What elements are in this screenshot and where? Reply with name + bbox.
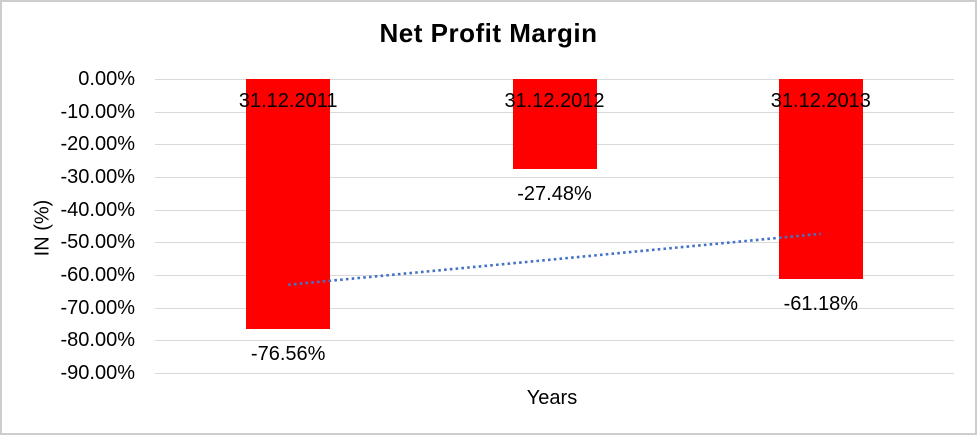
- gridline: [155, 340, 954, 342]
- value-label: -61.18%: [783, 292, 859, 315]
- y-tick-label: -10.00%: [60, 100, 136, 123]
- y-tick-label: -90.00%: [60, 361, 136, 384]
- y-tick-label: -40.00%: [60, 198, 136, 221]
- category-label: 31.12.2012: [504, 90, 605, 112]
- y-tick-label: 0.00%: [78, 68, 135, 90]
- gridline: [155, 307, 954, 309]
- bar-31.12.2011: [246, 79, 331, 330]
- gridline: [155, 176, 954, 178]
- y-tick-label: -70.00%: [60, 296, 136, 319]
- x-axis-title: Years: [526, 387, 578, 409]
- category-label: 31.12.2013: [770, 90, 871, 112]
- category-label: 31.12.2011: [238, 90, 338, 112]
- y-tick-label: -50.00%: [60, 231, 136, 254]
- y-tick-label: -60.00%: [60, 263, 136, 286]
- value-label: -76.56%: [250, 343, 326, 366]
- gridline: [155, 209, 954, 211]
- y-tick-label: -20.00%: [60, 133, 136, 156]
- chart-title: Net Profit Margin: [379, 18, 598, 48]
- gridline: [155, 372, 954, 374]
- y-tick-label: -80.00%: [60, 329, 136, 352]
- y-tick-label: -30.00%: [60, 165, 136, 188]
- value-label: -27.48%: [517, 182, 592, 205]
- bar-31.12.2012: [512, 79, 597, 169]
